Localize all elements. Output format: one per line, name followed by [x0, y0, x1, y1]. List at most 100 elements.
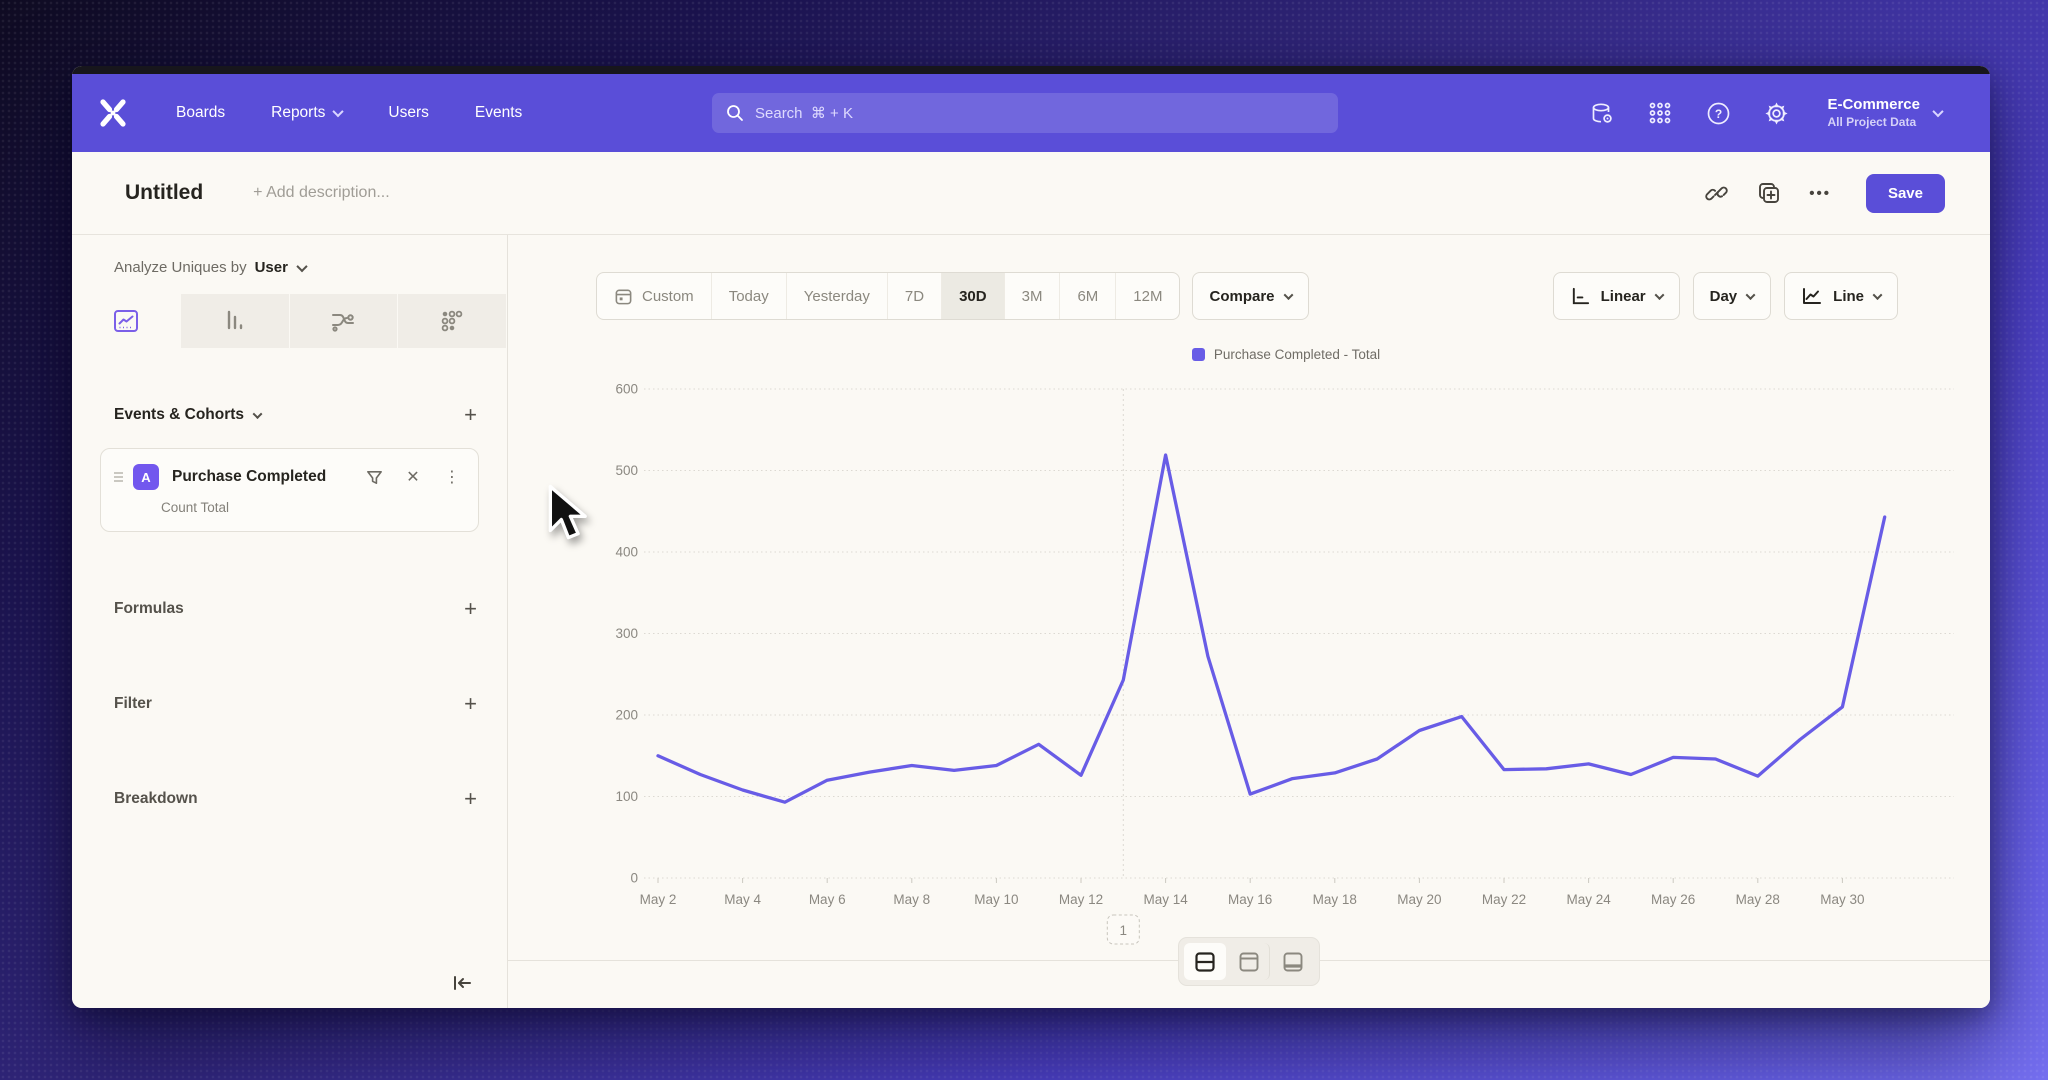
retention-tab-icon — [441, 310, 463, 332]
filter-event-icon[interactable] — [364, 467, 384, 487]
nav-item-boards[interactable]: Boards — [176, 104, 226, 121]
range-30d[interactable]: 30D — [942, 273, 1005, 319]
calendar-icon — [615, 289, 632, 304]
x-tick-label: May 24 — [1566, 892, 1611, 907]
project-switcher[interactable]: E-Commerce All Project Data — [1827, 96, 1944, 130]
flows-tab-icon — [332, 314, 355, 332]
apps-grid-icon[interactable] — [1647, 100, 1673, 126]
chart-toolbar: Custom Today Yesterday 7D 30D 3M 6M 12M … — [596, 272, 1898, 320]
annotation-badge: 1 — [1106, 914, 1140, 945]
range-3m[interactable]: 3M — [1005, 273, 1061, 319]
window-top-edge — [72, 66, 1990, 74]
event-aggregation[interactable]: Count Total — [161, 500, 230, 515]
duplicate-icon[interactable] — [1756, 180, 1782, 206]
remove-event-icon[interactable]: ✕ — [406, 469, 420, 486]
x-tick-label: May 8 — [893, 892, 930, 907]
events-cohorts-header: Events & Cohorts + — [114, 404, 477, 426]
bar-chart-tab-icon — [227, 310, 242, 330]
range-6m[interactable]: 6M — [1060, 273, 1117, 319]
scale-dropdown[interactable]: Linear — [1552, 272, 1680, 320]
x-tick-label: May 12 — [1059, 892, 1103, 907]
svg-text:1: 1 — [1120, 923, 1128, 938]
x-tick-label: May 18 — [1313, 892, 1357, 907]
x-tick-label: May 20 — [1397, 892, 1441, 907]
event-name[interactable]: Purchase Completed — [172, 468, 327, 485]
add-breakdown-button[interactable]: + — [464, 786, 477, 811]
nav-item-events[interactable]: Events — [474, 104, 523, 121]
range-custom[interactable]: Custom — [597, 273, 712, 319]
layout-panel-bottom-icon[interactable] — [1272, 943, 1314, 980]
y-tick-label: 200 — [615, 708, 638, 723]
event-series-badge: A — [133, 464, 159, 490]
y-tick-label: 300 — [615, 626, 638, 641]
nav-item-reports[interactable]: Reports — [271, 104, 345, 122]
chart-type-dropdown[interactable]: Line — [1784, 272, 1898, 320]
chevron-down-icon — [1932, 105, 1944, 118]
chart-panel: Custom Today Yesterday 7D 30D 3M 6M 12M … — [508, 235, 1990, 1008]
y-tick-label: 0 — [630, 871, 638, 886]
y-tick-label: 400 — [615, 545, 638, 560]
range-today[interactable]: Today — [712, 273, 787, 319]
nav-item-users[interactable]: Users — [388, 104, 429, 121]
project-subtitle: All Project Data — [1827, 114, 1917, 129]
x-tick-label: May 10 — [974, 892, 1018, 907]
range-12m[interactable]: 12M — [1133, 287, 1163, 305]
content-area: Analyze Uniques by User — [72, 235, 1990, 1008]
chevron-down-icon — [1745, 289, 1756, 300]
y-tick-label: 500 — [615, 463, 638, 478]
chevron-down-icon — [252, 408, 263, 419]
filter-section: Filter + — [114, 691, 477, 716]
search-input[interactable] — [755, 104, 1324, 122]
x-tick-label: May 16 — [1228, 892, 1272, 907]
report-title[interactable]: Untitled — [125, 181, 204, 204]
interval-dropdown[interactable]: Day — [1692, 272, 1772, 320]
chart-legend: Purchase Completed - Total — [604, 347, 1968, 362]
nav-menu: Boards Reports Users Events — [176, 104, 522, 122]
collapse-sidebar-icon[interactable] — [449, 970, 475, 996]
add-event-button[interactable]: + — [464, 402, 477, 427]
event-card[interactable]: A Purchase Completed ✕ ⋮ Count Total — [100, 448, 479, 532]
title-actions: ••• Save — [1703, 173, 1945, 213]
x-tick-label: May 30 — [1820, 892, 1864, 907]
add-filter-button[interactable]: + — [464, 691, 477, 716]
copy-link-icon[interactable] — [1703, 180, 1729, 206]
legend-swatch — [1191, 348, 1205, 361]
x-tick-label: May 28 — [1736, 892, 1780, 907]
tab-flows[interactable] — [289, 294, 399, 348]
analyze-by-dropdown[interactable]: User — [255, 259, 308, 276]
settings-gear-icon[interactable] — [1763, 100, 1789, 126]
range-yesterday[interactable]: Yesterday — [787, 273, 888, 319]
nav-right-controls: ? E-Commerce All Project Data — [1589, 96, 1944, 130]
add-formula-button[interactable]: + — [464, 596, 477, 621]
legend-label: Purchase Completed - Total — [1213, 347, 1381, 362]
event-more-icon[interactable]: ⋮ — [444, 469, 460, 486]
events-cohorts-toggle[interactable]: Events & Cohorts — [114, 406, 263, 424]
line-chart[interactable]: 0 100 200 300 400 500 600 May 2 May 4 May 6 May 8 M… — [604, 375, 1968, 965]
x-tick-label: May 14 — [1143, 892, 1188, 907]
axes-icon — [1572, 287, 1589, 304]
compare-dropdown[interactable]: Compare — [1192, 272, 1309, 320]
drag-handle-icon[interactable] — [113, 471, 124, 483]
data-management-icon[interactable] — [1589, 100, 1615, 126]
x-tick-label: May 4 — [724, 892, 761, 907]
layout-panel-top-icon[interactable] — [1228, 943, 1270, 980]
range-7d[interactable]: 7D — [888, 273, 943, 319]
help-icon[interactable]: ? — [1705, 100, 1731, 126]
tab-insights-line[interactable] — [72, 294, 181, 348]
mixpanel-logo-icon[interactable] — [98, 98, 128, 128]
tab-bar-chart[interactable] — [180, 294, 290, 348]
layout-split-horizontal-icon[interactable] — [1184, 943, 1226, 980]
visualization-tabs — [72, 294, 507, 348]
x-tick-label: May 2 — [640, 892, 677, 907]
legend-item[interactable]: Purchase Completed - Total — [1191, 347, 1381, 362]
y-tick-label: 600 — [615, 382, 638, 397]
global-search[interactable] — [712, 93, 1338, 133]
chevron-down-icon — [1654, 289, 1665, 300]
tab-retention[interactable] — [398, 294, 507, 348]
analyze-uniques-row: Analyze Uniques by User — [72, 235, 507, 294]
formulas-section: Formulas + — [114, 596, 477, 621]
save-button[interactable]: Save — [1865, 173, 1945, 213]
add-description[interactable]: + Add description... — [253, 184, 390, 201]
more-options-icon[interactable]: ••• — [1809, 184, 1831, 202]
